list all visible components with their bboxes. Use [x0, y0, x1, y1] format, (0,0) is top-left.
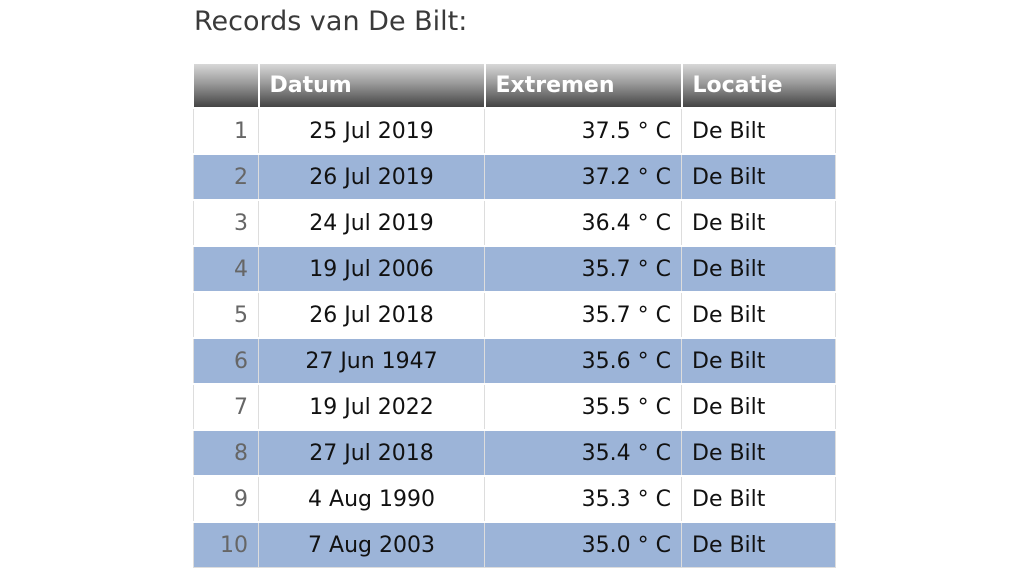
table-cell: 19 Jul 2022	[258, 383, 485, 431]
header-cell: Datum	[257, 64, 485, 108]
table-row: 1 25 Jul 2019 37.5 ° C De Bilt	[193, 107, 836, 155]
header-cell: Extremen	[483, 64, 682, 108]
table-cell: 4	[193, 245, 259, 293]
table-row: 7 19 Jul 2022 35.5 ° C De Bilt	[193, 383, 836, 431]
table-cell: De Bilt	[681, 475, 836, 523]
table-cell: 25 Jul 2019	[258, 107, 485, 155]
table-row: 4 19 Jul 2006 35.7 ° C De Bilt	[193, 245, 836, 293]
table-cell: 9	[193, 475, 259, 523]
table-cell: De Bilt	[681, 245, 836, 293]
table-cell: De Bilt	[681, 429, 836, 477]
table-cell: 24 Jul 2019	[258, 199, 485, 247]
table-cell: 35.5 ° C	[484, 383, 682, 431]
table-cell: 1	[193, 107, 259, 155]
table-cell: De Bilt	[681, 337, 836, 385]
table-cell: 35.0 ° C	[484, 521, 682, 568]
table-cell: 37.5 ° C	[484, 107, 682, 155]
table-cell: De Bilt	[681, 383, 836, 431]
table-cell: 35.4 ° C	[484, 429, 682, 477]
table-cell: 10	[193, 521, 259, 568]
table-cell: 35.7 ° C	[484, 291, 682, 339]
table-cell: 8	[193, 429, 259, 477]
table-cell: 36.4 ° C	[484, 199, 682, 247]
records-table: Datum Extremen Locatie 1 25 Jul 2019 37.5 ° …	[193, 64, 836, 568]
table-row: 10 7 Aug 2003 35.0 ° C De Bilt	[193, 521, 836, 568]
table-body: 1 25 Jul 2019 37.5 ° C De Bilt 2 26 Jul 2019 3…	[193, 107, 836, 568]
header-row: Datum Extremen Locatie	[193, 64, 836, 108]
header-cell	[193, 64, 259, 108]
table-cell: 35.3 ° C	[484, 475, 682, 523]
table-cell: 5	[193, 291, 259, 339]
table-cell: 27 Jun 1947	[258, 337, 485, 385]
table-cell: 3	[193, 199, 259, 247]
table-cell: 7	[193, 383, 259, 431]
table-cell: 35.6 ° C	[484, 337, 682, 385]
table-row: 3 24 Jul 2019 36.4 ° C De Bilt	[193, 199, 836, 247]
table-cell: 4 Aug 1990	[258, 475, 485, 523]
table-row: 5 26 Jul 2018 35.7 ° C De Bilt	[193, 291, 836, 339]
header-cell: Locatie	[680, 64, 836, 108]
table-cell: 37.2 ° C	[484, 153, 682, 201]
table-cell: De Bilt	[681, 291, 836, 339]
table-cell: De Bilt	[681, 107, 836, 155]
table-header: Datum Extremen Locatie	[193, 64, 836, 108]
table-cell: De Bilt	[681, 153, 836, 201]
table-row: 6 27 Jun 1947 35.6 ° C De Bilt	[193, 337, 836, 385]
page-title: Records van De Bilt:	[194, 6, 468, 37]
table-cell: De Bilt	[681, 199, 836, 247]
table-row: 2 26 Jul 2019 37.2 ° C De Bilt	[193, 153, 836, 201]
table-row: 8 27 Jul 2018 35.4 ° C De Bilt	[193, 429, 836, 477]
table-cell: 19 Jul 2006	[258, 245, 485, 293]
table-cell: 2	[193, 153, 259, 201]
table-cell: 26 Jul 2019	[258, 153, 485, 201]
table-cell: 26 Jul 2018	[258, 291, 485, 339]
table-cell: 35.7 ° C	[484, 245, 682, 293]
table-cell: De Bilt	[681, 521, 836, 568]
table-cell: 7 Aug 2003	[258, 521, 485, 568]
table-cell: 27 Jul 2018	[258, 429, 485, 477]
table-cell: 6	[193, 337, 259, 385]
